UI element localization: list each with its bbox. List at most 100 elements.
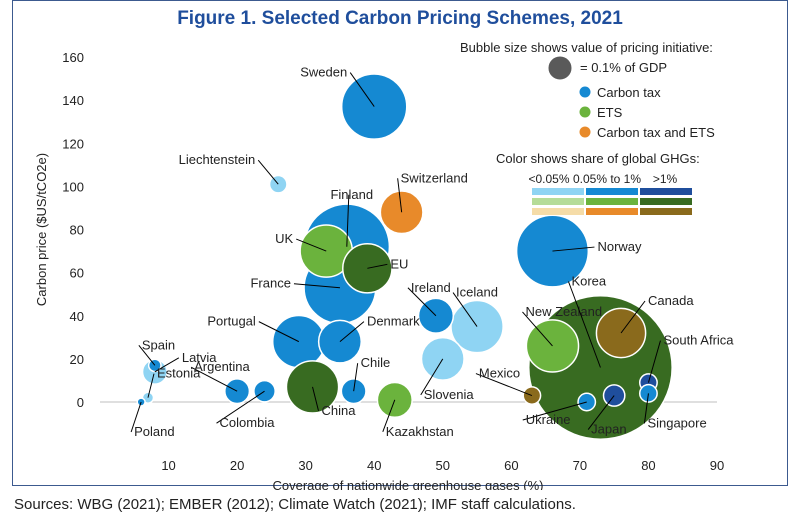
point-label: France bbox=[250, 276, 290, 291]
point-label: Liechtenstein bbox=[179, 152, 256, 167]
point-label: EU bbox=[390, 256, 408, 271]
x-tick-label: 20 bbox=[230, 458, 244, 473]
leader-line bbox=[353, 363, 359, 392]
point-label: Argentina bbox=[194, 359, 250, 374]
point-label: New Zealand bbox=[525, 304, 602, 319]
leader-line bbox=[587, 395, 615, 430]
point-label: Sweden bbox=[300, 65, 347, 80]
legend-size-bubble bbox=[547, 55, 573, 81]
y-axis-title: Carbon price ($US/tCO2e) bbox=[34, 153, 49, 306]
point-label: China bbox=[322, 403, 357, 418]
point-label: UK bbox=[275, 231, 293, 246]
point-label: Switzerland bbox=[401, 170, 468, 185]
leader-line bbox=[147, 373, 155, 398]
legend-swatch bbox=[586, 208, 638, 215]
figure-title: Figure 1. Selected Carbon Pricing Scheme… bbox=[177, 8, 623, 29]
figure-frame bbox=[12, 0, 788, 486]
leader-line bbox=[216, 390, 265, 424]
x-tick-label: 70 bbox=[573, 458, 587, 473]
legend-swatch bbox=[532, 208, 584, 215]
legend-type-label: ETS bbox=[597, 105, 623, 120]
point-label: Ireland bbox=[411, 280, 451, 295]
x-tick-label: 10 bbox=[161, 458, 175, 473]
point-label: Singapore bbox=[647, 415, 706, 430]
point-label: Kazakhstan bbox=[386, 424, 454, 439]
legend-swatch bbox=[640, 198, 692, 205]
leader-line bbox=[293, 283, 340, 289]
point-label: Ukraine bbox=[526, 412, 571, 427]
bubble-sweden bbox=[340, 73, 408, 140]
point-label: Iceland bbox=[456, 285, 498, 300]
y-tick-label: 80 bbox=[70, 223, 84, 238]
point-label: Canada bbox=[648, 293, 694, 308]
x-tick-label: 50 bbox=[436, 458, 450, 473]
legend-swatch bbox=[586, 198, 638, 205]
legend-swatch bbox=[532, 198, 584, 205]
leader-line bbox=[397, 178, 403, 213]
leader-line bbox=[258, 321, 300, 343]
x-tick-label: 80 bbox=[641, 458, 655, 473]
legend-share-title: Color shows share of global GHGs: bbox=[496, 151, 700, 166]
leader-line bbox=[349, 72, 375, 107]
leader-line bbox=[522, 311, 553, 347]
leader-line bbox=[647, 340, 661, 383]
leader-line bbox=[367, 263, 388, 269]
point-label: Portugal bbox=[207, 314, 256, 329]
leader-line bbox=[620, 300, 646, 334]
point-label: South Africa bbox=[663, 333, 734, 348]
x-axis-title: Coverage of nationwide greenhouse gases … bbox=[272, 478, 543, 490]
legend-size-ref: = 0.1% of GDP bbox=[580, 60, 667, 75]
legend-swatch bbox=[640, 208, 692, 215]
leader-line bbox=[154, 357, 180, 373]
leader-line bbox=[339, 321, 365, 343]
leader-line bbox=[452, 292, 478, 327]
legend-swatch bbox=[586, 188, 638, 195]
point-label: Denmark bbox=[367, 314, 420, 329]
source-note: Sources: WBG (2021); EMBER (2012); Clima… bbox=[14, 496, 576, 513]
legend-swatch bbox=[532, 188, 584, 195]
leader-line bbox=[138, 345, 156, 366]
point-label: Finland bbox=[330, 187, 373, 202]
leader-line bbox=[296, 238, 327, 252]
leader-line bbox=[567, 281, 601, 368]
point-label: Chile bbox=[361, 355, 391, 370]
legend-type-label: Carbon tax bbox=[597, 85, 661, 100]
y-tick-label: 140 bbox=[62, 93, 84, 108]
legend-type-label: Carbon tax and ETS bbox=[597, 125, 715, 140]
x-tick-label: 90 bbox=[710, 458, 724, 473]
leader-line bbox=[643, 393, 649, 424]
x-tick-label: 60 bbox=[504, 458, 518, 473]
legend-type-marker bbox=[579, 106, 591, 118]
leader-line bbox=[420, 358, 444, 396]
y-tick-label: 120 bbox=[62, 136, 84, 151]
leader-line bbox=[382, 399, 396, 433]
y-tick-label: 0 bbox=[77, 395, 84, 410]
point-label: Poland bbox=[134, 424, 174, 439]
point-label: Estonia bbox=[157, 366, 201, 381]
legend-size-title: Bubble size shows value of pricing initi… bbox=[460, 40, 713, 55]
point-label: Korea bbox=[571, 274, 606, 289]
leader-line bbox=[522, 401, 587, 421]
y-tick-label: 60 bbox=[70, 266, 84, 281]
x-tick-label: 40 bbox=[367, 458, 381, 473]
point-label: Latvia bbox=[182, 350, 217, 365]
leader-line bbox=[257, 159, 279, 185]
point-label: Spain bbox=[142, 337, 175, 352]
legend-type-marker bbox=[579, 126, 591, 138]
legend-swatch bbox=[640, 188, 692, 195]
y-tick-label: 160 bbox=[62, 50, 84, 65]
leader-line bbox=[346, 194, 350, 247]
legend-share-bin: <0.05% bbox=[528, 172, 569, 186]
point-label: Mexico bbox=[479, 366, 520, 381]
point-label: Norway bbox=[597, 239, 642, 254]
y-tick-label: 100 bbox=[62, 179, 84, 194]
y-tick-label: 20 bbox=[70, 352, 84, 367]
x-tick-label: 30 bbox=[298, 458, 312, 473]
point-label: Slovenia bbox=[424, 387, 475, 402]
y-tick-label: 40 bbox=[70, 309, 84, 324]
leader-line bbox=[190, 366, 238, 392]
legend-share-bin: 0.05% to 1% bbox=[573, 172, 641, 186]
leader-line bbox=[312, 386, 320, 412]
leader-line bbox=[475, 373, 533, 396]
point-label: Colombia bbox=[220, 415, 276, 430]
